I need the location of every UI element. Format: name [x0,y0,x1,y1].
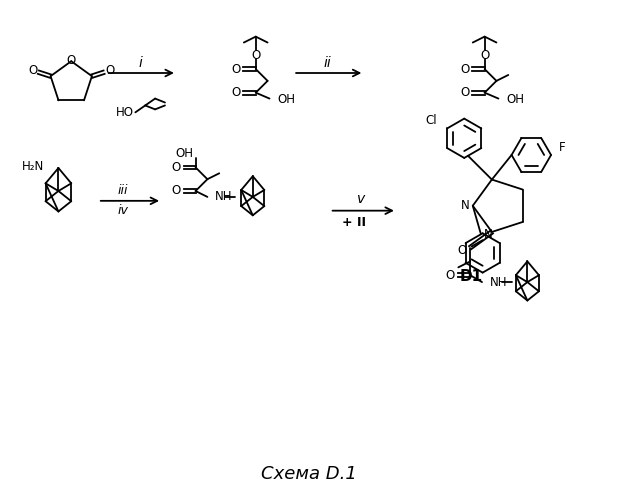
Text: ii: ii [324,56,332,70]
Text: i: i [139,56,142,70]
Text: N: N [483,228,492,241]
Text: NH: NH [215,190,233,203]
Text: iii: iii [118,184,128,198]
Text: + II: + II [342,216,366,229]
Text: H₂N: H₂N [22,160,45,172]
Text: iv: iv [118,204,129,217]
Text: O: O [457,244,467,257]
Text: Cl: Cl [425,114,436,127]
Text: NH: NH [490,276,508,288]
Text: O: O [28,64,37,77]
Text: O: O [232,62,241,76]
Text: F: F [559,140,566,153]
Text: O: O [67,54,76,66]
Text: N: N [461,199,469,212]
Text: OH: OH [176,147,194,160]
Text: O: O [461,62,469,76]
Text: O: O [480,49,489,62]
Text: HO: HO [115,106,134,119]
Text: OH: OH [277,93,295,106]
Text: O: O [232,86,241,99]
Text: O: O [461,86,469,99]
Text: v: v [357,192,365,206]
Text: O: O [105,64,115,77]
Text: O: O [251,49,261,62]
Text: O: O [446,268,455,281]
Text: D1: D1 [460,269,483,284]
Text: Схема D.1: Схема D.1 [261,465,357,483]
Text: O: O [171,184,181,198]
Text: OH: OH [506,93,524,106]
Text: O: O [171,161,181,174]
